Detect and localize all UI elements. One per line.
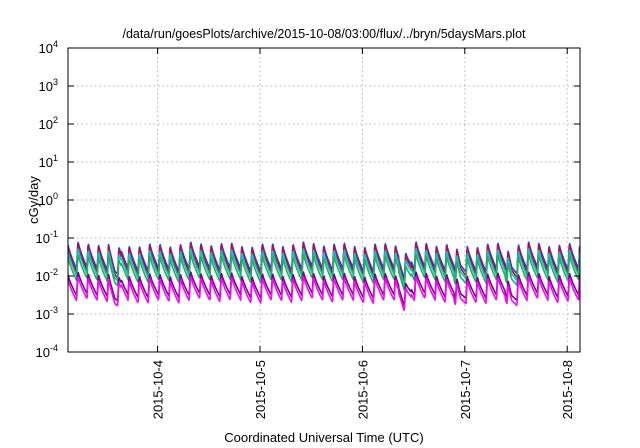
y-tick-label: 10-2 — [36, 267, 58, 284]
x-axis-label: Coordinated Universal Time (UTC) — [224, 430, 423, 445]
y-tick-exp: -2 — [50, 267, 58, 277]
y-tick-exp: -1 — [50, 229, 58, 239]
y-axis-label: cGy/day — [26, 176, 41, 224]
series-line-1 — [67, 241, 581, 280]
y-tick-base: 10 — [36, 307, 50, 322]
y-tick-base: 10 — [39, 79, 53, 94]
y-tick-label: 100 — [39, 191, 58, 208]
x-tick-label: 2015-10-8 — [560, 360, 575, 419]
x-tick-label: 2015-10-6 — [355, 360, 370, 419]
y-tick-base: 10 — [39, 155, 53, 170]
series-line-3 — [67, 248, 581, 286]
ticks: 10410310210110010-110-210-310-42015-10-4… — [36, 39, 580, 419]
y-tick-label: 10-1 — [36, 229, 58, 246]
x-tick-label: 2015-10-7 — [458, 360, 473, 419]
y-tick-exp: 2 — [53, 115, 58, 125]
series-line-2 — [67, 243, 581, 283]
series-line-6 — [67, 276, 581, 311]
y-tick-label: 10-4 — [36, 343, 58, 360]
y-tick-base: 10 — [36, 231, 50, 246]
y-tick-base: 10 — [39, 41, 53, 56]
y-tick-label: 103 — [39, 77, 58, 94]
y-tick-base: 10 — [36, 269, 50, 284]
x-tick-label: 2015-10-4 — [151, 360, 166, 419]
x-tick-label: 2015-10-5 — [253, 360, 268, 419]
y-tick-exp: -3 — [50, 305, 58, 315]
chart-title: /data/run/goesPlots/archive/2015-10-08/0… — [122, 27, 526, 41]
y-tick-exp: -4 — [50, 343, 58, 353]
y-tick-exp: 0 — [53, 191, 58, 201]
y-tick-exp: 1 — [53, 153, 58, 163]
plot-frame — [67, 47, 581, 353]
y-tick-label: 102 — [39, 115, 58, 132]
y-tick-label: 104 — [39, 39, 58, 56]
grid — [68, 48, 580, 352]
y-tick-label: 10-3 — [36, 305, 58, 322]
y-tick-label: 101 — [39, 153, 58, 170]
y-tick-exp: 4 — [53, 39, 58, 49]
series-group — [67, 241, 581, 311]
series-line-4 — [67, 253, 581, 291]
y-tick-base: 10 — [39, 193, 53, 208]
y-tick-exp: 3 — [53, 77, 58, 87]
y-tick-base: 10 — [39, 117, 53, 132]
y-tick-base: 10 — [36, 345, 50, 360]
series-line-5 — [67, 271, 581, 306]
